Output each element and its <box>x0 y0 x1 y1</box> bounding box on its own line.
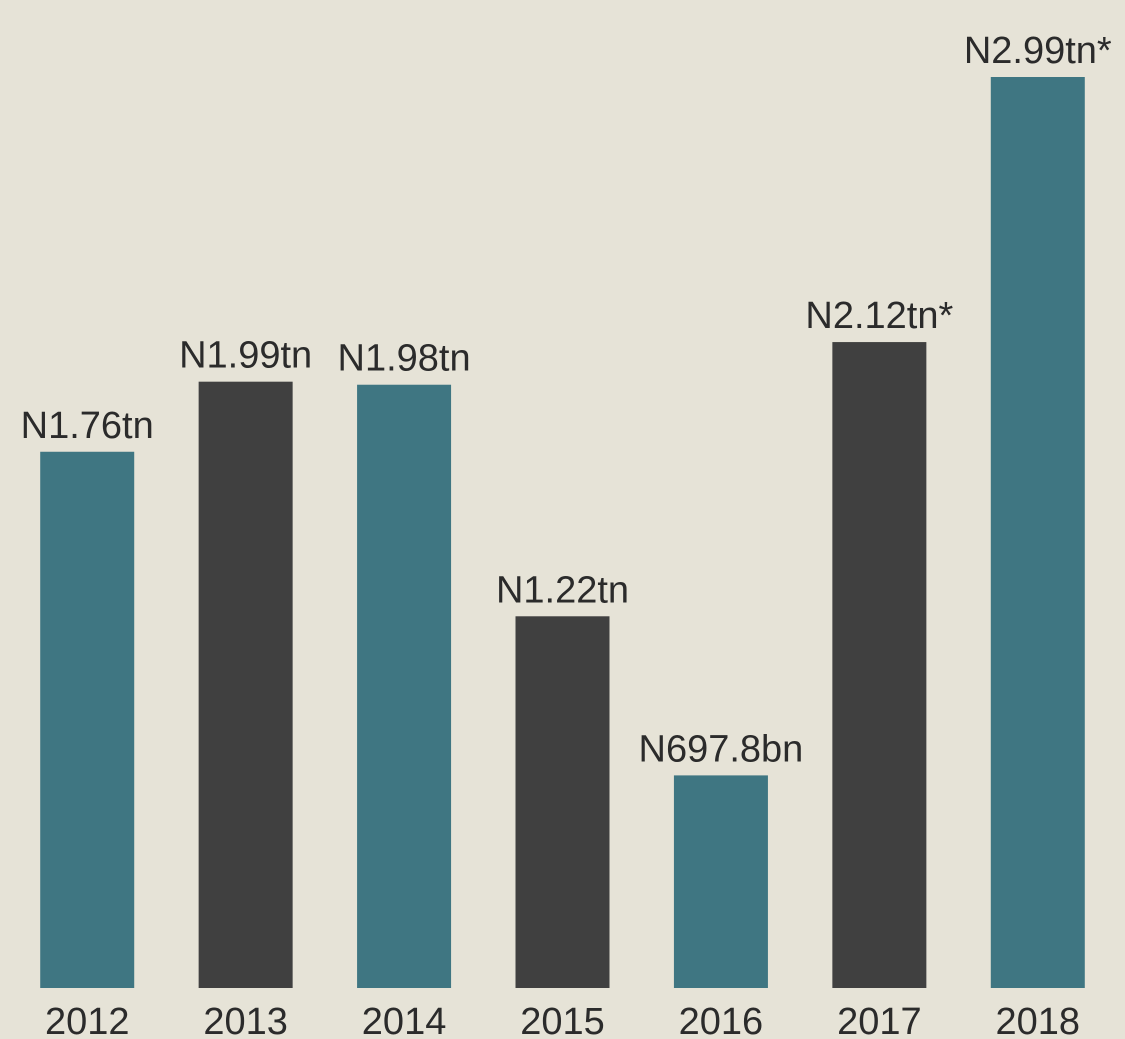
value-label: N2.12tn* <box>805 295 953 337</box>
bar <box>990 77 1085 988</box>
x-tick-label: 2017 <box>837 1001 922 1039</box>
value-label: N1.22tn <box>496 569 629 611</box>
x-tick-label: 2013 <box>203 1001 288 1039</box>
x-tick-label: 2016 <box>679 1001 764 1039</box>
bar <box>357 384 452 988</box>
bar <box>515 616 610 988</box>
value-label: N697.8bn <box>639 728 804 770</box>
bar <box>40 451 135 989</box>
x-tick-label: 2012 <box>45 1001 130 1039</box>
x-tick-label: 2018 <box>996 1001 1081 1039</box>
value-label: N2.99tn* <box>964 30 1112 72</box>
x-tick-label: 2015 <box>520 1001 605 1039</box>
value-label: N1.99tn <box>179 335 312 377</box>
x-tick-label: 2014 <box>362 1001 447 1039</box>
value-label: N1.76tn <box>21 405 154 447</box>
value-label: N1.98tn <box>338 338 471 380</box>
bar <box>673 775 768 988</box>
bar <box>198 381 293 989</box>
bar <box>832 342 927 988</box>
